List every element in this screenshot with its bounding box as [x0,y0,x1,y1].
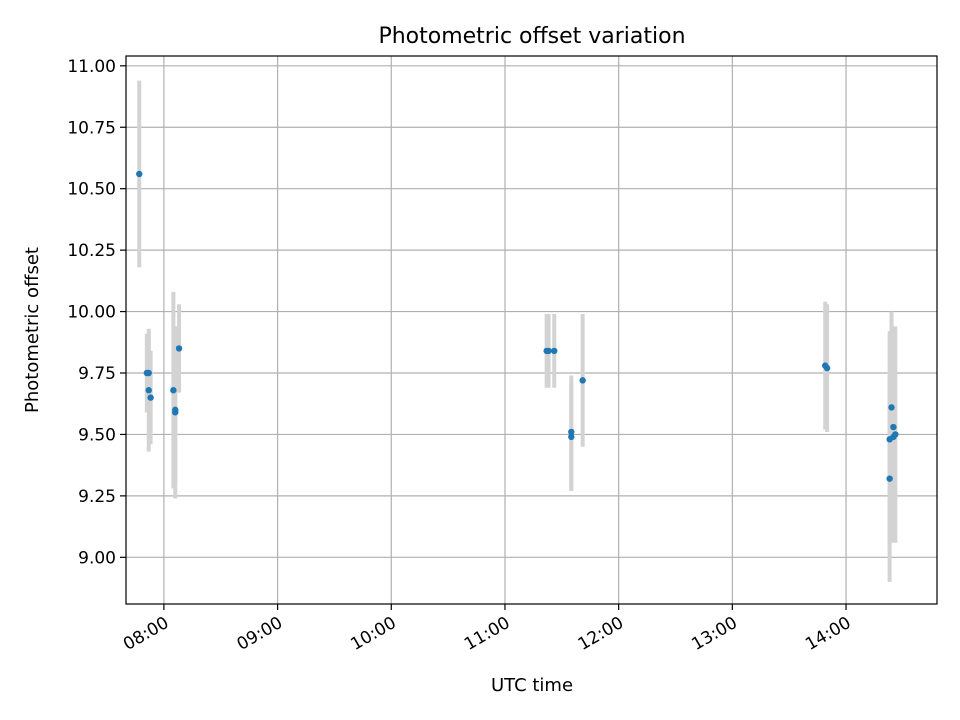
data-point [890,423,897,431]
y-tick-label: 9.00 [78,548,116,568]
y-tick-label: 9.25 [78,487,116,507]
y-tick-label: 9.50 [78,425,116,445]
y-tick-label: 10.75 [67,118,116,138]
y-tick-label: 10.00 [67,303,116,323]
y-axis-ticks: 9.00 9.25 9.50 9.75 10.00 10.25 10.50 10.75 11.0… [67,57,126,568]
x-tick-label: 09:00 [234,613,286,655]
data-point [551,347,558,355]
data-point [545,347,552,355]
data-point [823,364,831,372]
data-point [147,394,154,401]
y-tick-label: 9.75 [78,364,116,384]
data-point [145,387,152,394]
x-tick-label: 13:00 [688,613,740,655]
plot-frame [125,55,938,605]
chart-title: Photometric offset variation [378,24,685,49]
data-points [136,170,899,482]
y-tick-label: 10.50 [67,180,116,200]
y-axis-label: Photometric offset [22,247,43,413]
data-point [579,377,586,384]
grid [126,56,937,604]
y-tick-label: 11.00 [67,57,116,77]
data-point [175,345,183,352]
data-point [886,475,893,482]
data-point [145,369,152,377]
x-tick-label: 12:00 [575,613,627,655]
x-tick-label: 10:00 [347,613,399,655]
x-axis-label: UTC time [491,675,573,696]
data-point [892,431,899,438]
data-point [172,406,179,414]
x-tick-label: 11:00 [461,613,513,655]
x-tick-label: 08:00 [120,613,172,655]
y-tick-label: 10.25 [67,241,116,261]
data-point [170,387,177,394]
x-tick-label: 14:00 [802,613,854,655]
plot-background [126,56,937,604]
data-point [568,433,575,441]
data-point [888,404,895,411]
data-point [568,428,575,436]
data-point [136,170,143,178]
x-axis-ticks: 08:00 09:00 10:00 11:00 12:00 13:00 14:00 [120,604,855,655]
